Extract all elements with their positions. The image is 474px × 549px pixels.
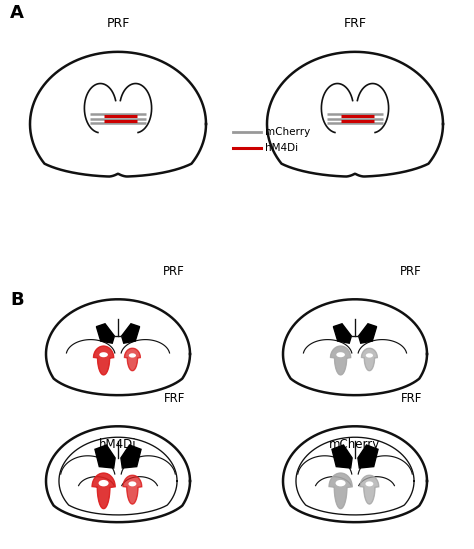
Ellipse shape [128,481,137,486]
Text: mCherry: mCherry [265,127,310,137]
Text: PRF: PRF [400,265,422,278]
Text: PRF: PRF [106,17,130,30]
Text: hM4Di: hM4Di [265,143,298,153]
Text: A: A [10,4,24,22]
Ellipse shape [129,353,136,357]
Ellipse shape [99,480,109,486]
Polygon shape [121,445,141,468]
Text: FRF: FRF [401,392,422,405]
Text: mCherry: mCherry [329,438,381,451]
Ellipse shape [365,481,374,486]
Polygon shape [122,324,140,343]
Ellipse shape [366,353,373,357]
Polygon shape [333,324,351,343]
Polygon shape [125,348,140,371]
Text: FRF: FRF [344,17,366,30]
Ellipse shape [99,352,108,357]
Polygon shape [359,324,377,343]
Polygon shape [92,473,115,508]
Polygon shape [358,445,378,468]
Text: hM4Di: hM4Di [99,438,137,451]
Polygon shape [96,324,114,343]
Polygon shape [123,475,142,504]
Polygon shape [95,445,115,468]
Text: FRF: FRF [164,392,185,405]
Polygon shape [93,346,114,375]
Polygon shape [360,475,379,504]
Polygon shape [332,445,352,468]
Text: B: B [10,291,24,309]
Polygon shape [362,348,377,371]
Polygon shape [329,473,352,508]
Polygon shape [330,346,351,375]
Ellipse shape [336,352,345,357]
Ellipse shape [336,480,346,486]
Text: PRF: PRF [163,265,185,278]
